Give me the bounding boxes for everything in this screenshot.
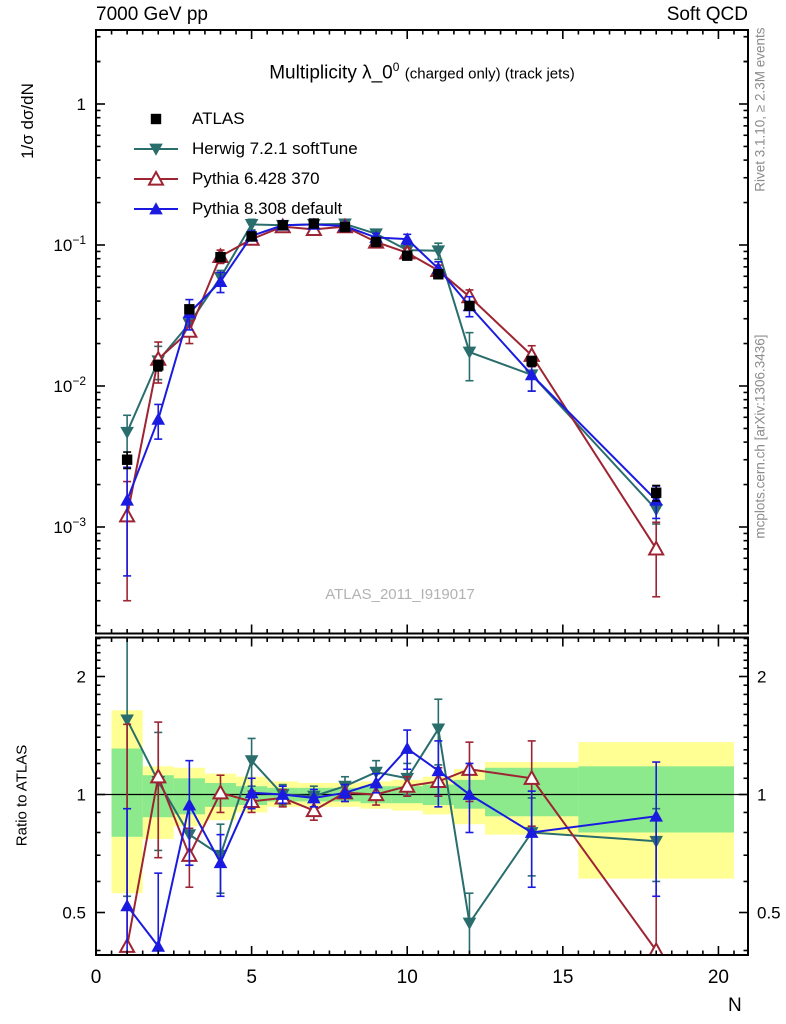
legend-row-pythia6: Pythia 6.428 370 (132, 164, 358, 194)
svg-text:2: 2 (757, 667, 766, 686)
legend-row-atlas: ATLAS (132, 104, 358, 134)
series-main-herwig (120, 218, 663, 525)
main-y-axis-label: 1/σ dσ/dN (18, 83, 37, 159)
svg-text:1: 1 (77, 95, 86, 114)
svg-text:10−2: 10−2 (53, 374, 86, 396)
atlas-marker-icon (150, 113, 162, 125)
plot-title-paren: (charged only) (track jets) (404, 65, 575, 83)
legend-row-pythia8: Pythia 8.308 default (132, 194, 358, 224)
process-group-label: Soft QCD (666, 4, 748, 25)
plot-title-superscript: 0 (392, 60, 400, 74)
pythia8-marker-icon (134, 202, 178, 215)
legend: ATLAS Herwig 7.2.1 softTune Pythia 6.428… (132, 104, 358, 224)
svg-text:1: 1 (77, 786, 86, 805)
svg-text:10: 10 (397, 967, 418, 988)
svg-text:10−1: 10−1 (53, 233, 86, 255)
svg-text:15: 15 (552, 967, 573, 988)
legend-row-herwig: Herwig 7.2.1 softTune (132, 134, 358, 164)
series-main-pythia8 (120, 217, 663, 577)
svg-text:0.5: 0.5 (62, 904, 86, 923)
svg-text:0.5: 0.5 (757, 904, 781, 923)
svg-text:0: 0 (91, 967, 102, 988)
rivet-version-note: Rivet 3.1.10, ≥ 2.3M events (752, 27, 768, 192)
svg-text:2: 2 (77, 667, 86, 686)
legend-label-pythia8: Pythia 8.308 default (192, 199, 343, 218)
plot-title-main: Multiplicity λ_0 (269, 62, 393, 84)
legend-label-herwig: Herwig 7.2.1 softTune (192, 139, 358, 158)
svg-text:20: 20 (708, 967, 729, 988)
legend-label-atlas: ATLAS (192, 109, 245, 128)
axis-ticks (96, 30, 748, 955)
plot-title: Multiplicity λ_00 (charged only) (track … (269, 60, 575, 84)
beam-energy-label: 7000 GeV pp (96, 4, 208, 25)
series-ratio-pythia8 (120, 729, 663, 955)
legend-label-pythia6: Pythia 6.428 370 (192, 169, 320, 188)
series-main-pythia6 (118, 217, 665, 602)
ratio-uncertainty-bands (111, 710, 734, 894)
x-axis-label: N (728, 995, 742, 1016)
herwig-marker-icon (134, 143, 178, 156)
svg-text:5: 5 (246, 967, 257, 988)
pythia6-marker-icon (134, 169, 178, 186)
mcplots-reference-note: mcplots.cern.ch [arXiv:1306.3436] (752, 334, 768, 539)
axis-tick-labels: 1 10−1 10−2 10−3 2 2 1 1 0.5 0.5 0 5 10 15 20 (53, 95, 780, 988)
analysis-id-watermark: ATLAS_2011_I919017 (325, 586, 475, 603)
svg-text:10−3: 10−3 (53, 515, 86, 537)
ratio-y-axis-label: Ratio to ATLAS (13, 744, 31, 847)
series-main-atlas (121, 218, 662, 502)
svg-text:1: 1 (757, 786, 766, 805)
